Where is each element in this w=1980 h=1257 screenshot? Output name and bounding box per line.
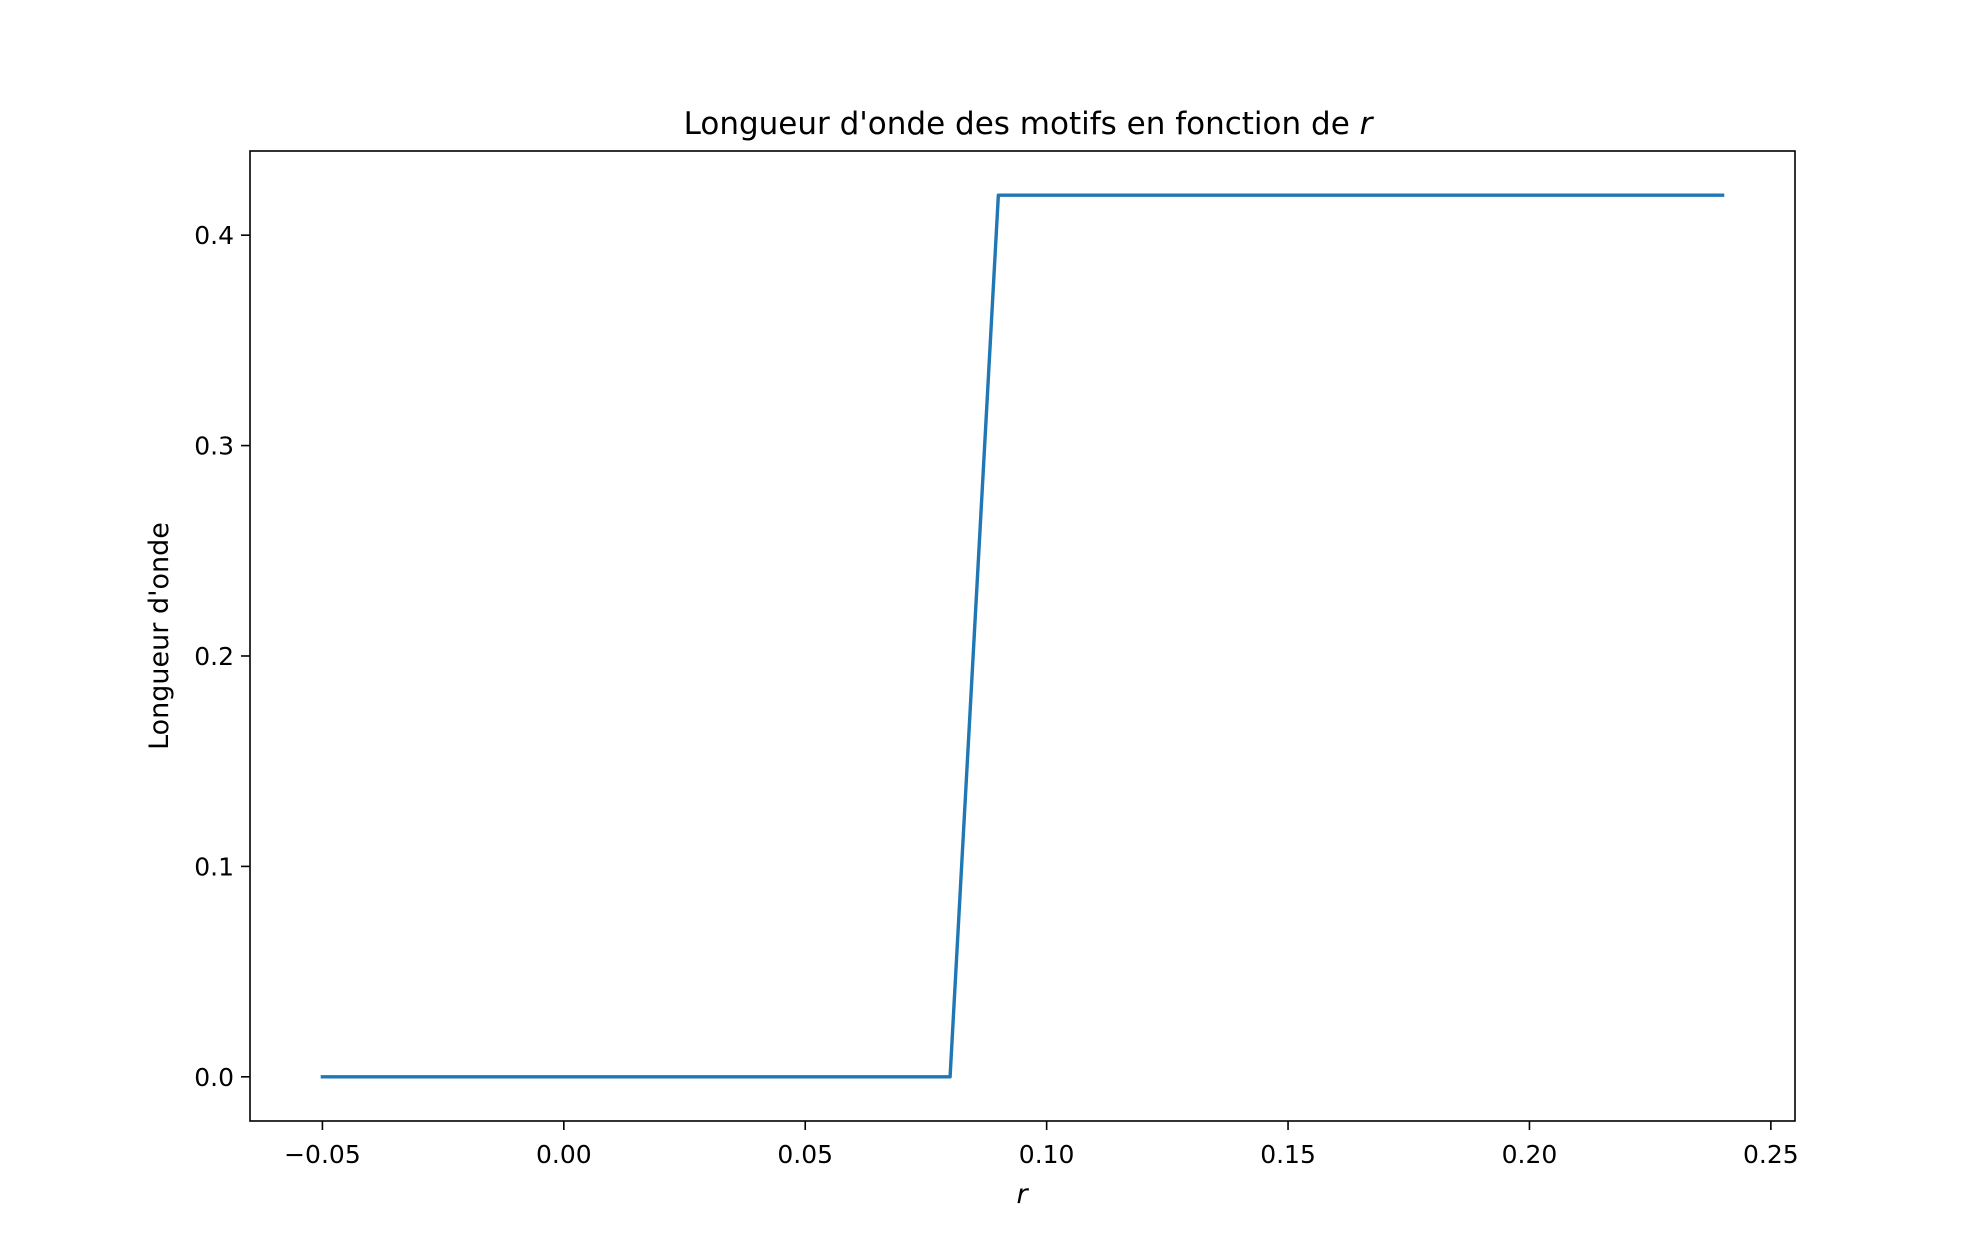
x-tick-label: 0.10 — [1019, 1140, 1075, 1169]
chart-title-text: Longueur d'onde des motifs en fonction d… — [684, 106, 1360, 142]
y-tick-label: 0.0 — [194, 1063, 234, 1092]
plot-area — [320, 193, 1725, 1079]
y-tick-label: 0.3 — [194, 432, 234, 461]
axes-frame — [249, 150, 1796, 1122]
y-tick-label: 0.4 — [194, 221, 234, 250]
series-line-0 — [320, 193, 1725, 1079]
y-axis-label: Longueur d'onde — [144, 522, 175, 750]
x-tick-label: 0.25 — [1743, 1140, 1799, 1169]
chart-title-variable: r — [1360, 106, 1375, 142]
x-axis-ticks: −0.05 0.00 0.05 0.10 0.15 0.20 0.25 — [284, 1121, 1799, 1169]
y-tick-label: 0.2 — [194, 642, 234, 671]
y-tick-label: 0.1 — [194, 852, 234, 881]
x-tick-label: 0.15 — [1260, 1140, 1316, 1169]
x-tick-label: 0.20 — [1502, 1140, 1558, 1169]
chart-title: Longueur d'onde des motifs en fonction d… — [684, 106, 1375, 142]
y-axis-ticks: 0.0 0.1 0.2 0.3 0.4 — [194, 221, 250, 1092]
x-axis-label: r — [1016, 1179, 1029, 1210]
x-tick-label: 0.05 — [777, 1140, 833, 1169]
x-tick-label: 0.00 — [536, 1140, 592, 1169]
x-tick-label: −0.05 — [284, 1140, 361, 1169]
